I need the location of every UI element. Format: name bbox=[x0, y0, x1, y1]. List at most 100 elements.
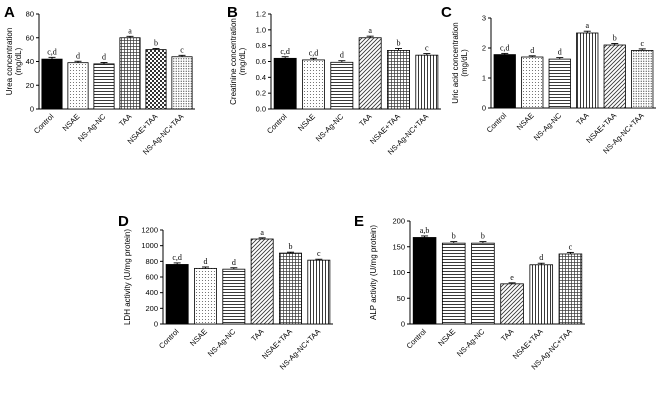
category-label: NSAE bbox=[188, 327, 209, 348]
bar-4 bbox=[576, 32, 599, 109]
y-tick-label: 0.4 bbox=[256, 73, 266, 82]
significance-label: c,d bbox=[500, 43, 510, 52]
y-tick-label: 40 bbox=[26, 57, 34, 66]
y-tick-label: 80 bbox=[26, 10, 34, 19]
significance-label: c bbox=[425, 44, 429, 53]
y-tick-label: 0 bbox=[154, 320, 158, 329]
category-label: NSAE bbox=[436, 327, 457, 348]
bar-2 bbox=[302, 59, 325, 110]
y-tick-label: 0 bbox=[482, 104, 486, 113]
category-label: NS-Ag-NC bbox=[206, 327, 238, 359]
significance-label: d bbox=[539, 253, 543, 262]
category-label: NS-Ag-NC bbox=[76, 112, 108, 144]
category-label: Control bbox=[265, 112, 289, 136]
bar-5 bbox=[603, 44, 626, 109]
significance-label: c bbox=[317, 249, 321, 258]
y-axis-label: (mg/dL) bbox=[14, 47, 23, 75]
y-axis-label: Uric acid concentration bbox=[451, 22, 460, 103]
significance-label: c,d bbox=[309, 48, 319, 57]
significance-label: a,b bbox=[420, 226, 430, 235]
y-tick-label: 20 bbox=[26, 81, 34, 90]
bar-1 bbox=[273, 57, 297, 110]
significance-label: c bbox=[180, 45, 184, 54]
significance-label: e bbox=[510, 273, 514, 282]
category-label: NSAE bbox=[61, 112, 82, 133]
bar-2 bbox=[521, 56, 544, 109]
y-tick-label: 600 bbox=[145, 273, 158, 282]
category-label: NS-Ag-NC bbox=[314, 112, 346, 144]
y-tick-label: 1000 bbox=[141, 241, 158, 250]
y-tick-label: 1.2 bbox=[256, 10, 266, 19]
y-tick-label: 0.0 bbox=[256, 105, 266, 114]
y-tick-label: 400 bbox=[145, 288, 158, 297]
bar-5 bbox=[279, 252, 302, 325]
category-label: NSAE bbox=[296, 112, 317, 133]
y-axis-label: (mg/dL) bbox=[460, 49, 469, 77]
significance-label: b bbox=[289, 242, 293, 251]
bar-1 bbox=[412, 237, 437, 325]
y-tick-label: 0 bbox=[30, 105, 34, 114]
bar-5 bbox=[529, 264, 554, 325]
chart-panel-e: E ALP activity (U/mg protein) 0 50 100 150 200… bbox=[354, 213, 585, 371]
y-axis-label: Creatinine concentration bbox=[229, 18, 238, 105]
y-tick-label: 1.0 bbox=[256, 25, 266, 34]
significance-label: a bbox=[368, 26, 372, 35]
category-label: TAA bbox=[117, 112, 133, 128]
y-tick-label: 2 bbox=[482, 44, 486, 53]
y-tick-label: 3 bbox=[482, 14, 486, 23]
category-label: NS-Ag-NC bbox=[455, 327, 487, 359]
significance-label: c,d bbox=[172, 253, 182, 262]
y-tick-label: 60 bbox=[26, 33, 34, 42]
significance-label: a bbox=[260, 228, 264, 237]
bar-3 bbox=[471, 242, 495, 325]
category-label: NSAE bbox=[515, 111, 536, 132]
bar-3 bbox=[93, 63, 115, 110]
significance-label: d bbox=[232, 258, 236, 267]
bar-3 bbox=[548, 58, 571, 109]
y-tick-label: 800 bbox=[145, 257, 158, 266]
y-tick-label: 1200 bbox=[141, 226, 158, 235]
y-axis-label: (mg/dL) bbox=[238, 47, 247, 75]
significance-label: b bbox=[154, 38, 158, 47]
significance-label: d bbox=[204, 257, 208, 266]
bar-6 bbox=[558, 253, 583, 325]
significance-label: d bbox=[102, 52, 106, 61]
bar-4 bbox=[358, 37, 382, 110]
category-label: Control bbox=[405, 327, 429, 351]
significance-label: a bbox=[128, 26, 132, 35]
significance-label: c bbox=[640, 39, 644, 48]
significance-label: d bbox=[530, 46, 534, 55]
significance-label: c,d bbox=[280, 47, 290, 56]
significance-label: c,d bbox=[47, 47, 57, 56]
bar-6 bbox=[415, 54, 439, 110]
bar-3 bbox=[330, 61, 354, 110]
bar-5 bbox=[145, 49, 167, 110]
bar-1 bbox=[493, 54, 516, 109]
y-tick-label: 200 bbox=[145, 304, 158, 313]
category-label: TAA bbox=[249, 327, 265, 343]
y-tick-label: 1 bbox=[482, 74, 486, 83]
bar-1 bbox=[41, 58, 63, 110]
panel-letter: D bbox=[118, 213, 129, 230]
panel-letter: C bbox=[441, 4, 452, 21]
y-tick-label: 0.8 bbox=[256, 41, 266, 50]
significance-label: c bbox=[569, 242, 573, 251]
significance-label: d bbox=[558, 48, 562, 57]
y-tick-label: 0.6 bbox=[256, 57, 266, 66]
panel-letter: E bbox=[354, 213, 364, 230]
y-tick-label: 0.2 bbox=[256, 89, 266, 98]
y-tick-label: 200 bbox=[392, 217, 405, 226]
significance-label: a bbox=[585, 21, 589, 30]
y-tick-label: 100 bbox=[392, 268, 405, 277]
bar-4 bbox=[119, 37, 141, 110]
category-label: TAA bbox=[574, 111, 590, 127]
bar-4 bbox=[250, 238, 274, 325]
bar-1 bbox=[165, 264, 189, 325]
bar-6 bbox=[171, 56, 193, 110]
bar-3 bbox=[222, 268, 246, 325]
category-label: TAA bbox=[357, 112, 373, 128]
